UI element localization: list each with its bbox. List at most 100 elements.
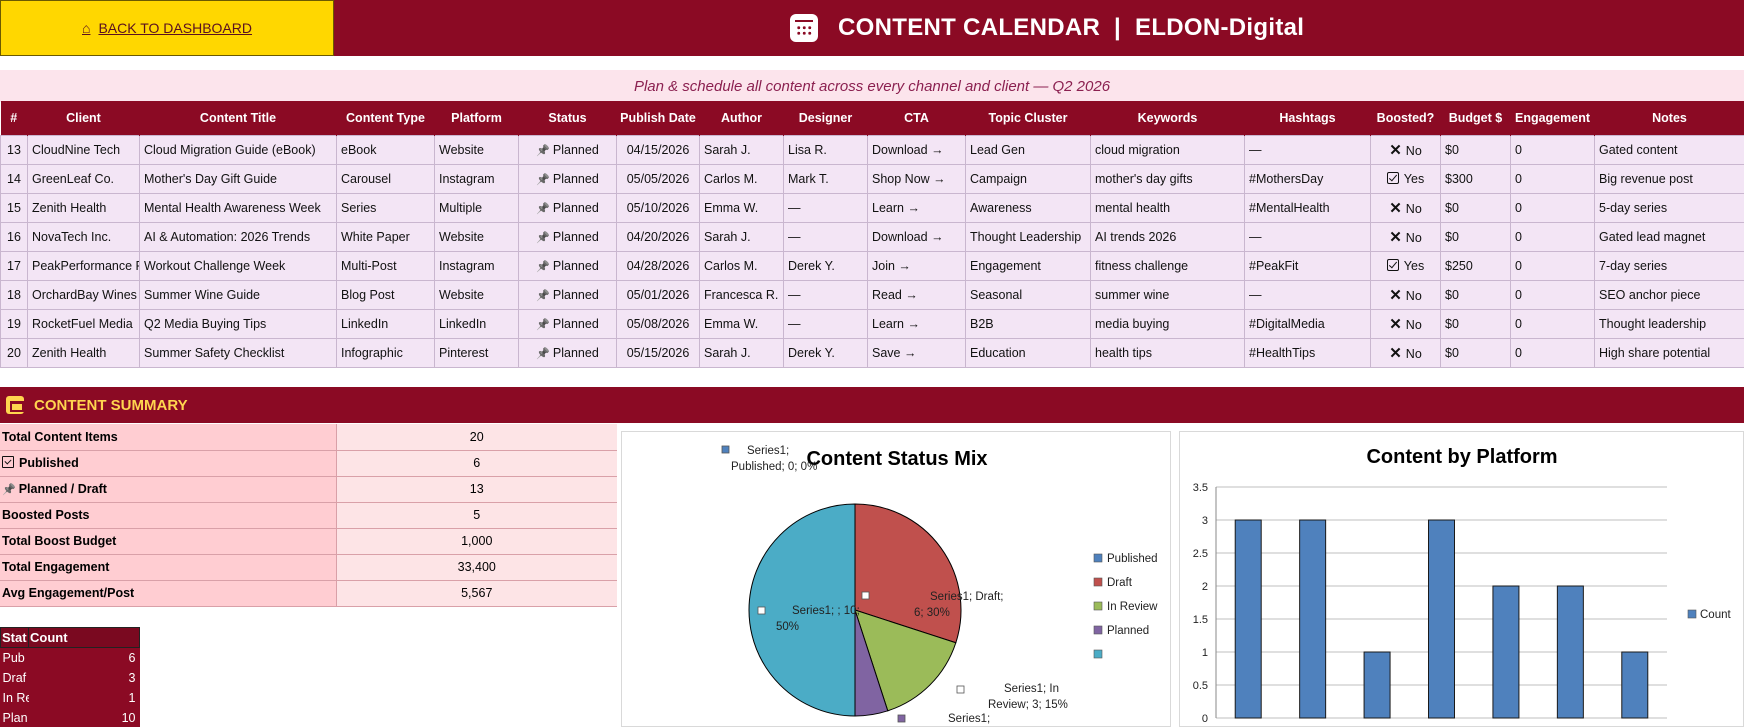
cell-topic[interactable]: B2B <box>965 308 1091 339</box>
cell-title[interactable]: Summer Safety Checklist <box>139 337 337 368</box>
table-row[interactable]: 18 OrchardBay Wines Summer Wine Guide Blog … <box>0 279 1744 310</box>
cell-type[interactable]: eBook <box>336 134 435 165</box>
cell-boosted[interactable]: ✕ No <box>1370 337 1441 368</box>
cell-date[interactable]: 05/05/2026 <box>616 163 700 194</box>
cell-date[interactable]: 05/10/2026 <box>616 192 700 223</box>
cell-engagement[interactable]: 0 <box>1510 337 1595 368</box>
cell-num[interactable]: 20 <box>0 337 28 368</box>
cell-title[interactable]: Workout Challenge Week <box>139 250 337 281</box>
cell-engagement[interactable]: 0 <box>1510 221 1595 252</box>
cell-budget[interactable]: $0 <box>1440 308 1511 339</box>
cell-date[interactable]: 05/15/2026 <box>616 337 700 368</box>
cell-engagement[interactable]: 0 <box>1510 163 1595 194</box>
cell-hashtags[interactable]: #PeakFit <box>1244 250 1371 281</box>
cell-type[interactable]: Carousel <box>336 163 435 194</box>
table-row[interactable]: 13 CloudNine Tech Cloud Migration Guide (e… <box>0 134 1744 165</box>
cell-hashtags[interactable]: #DigitalMedia <box>1244 308 1371 339</box>
cell-engagement[interactable]: 0 <box>1510 192 1595 223</box>
cell-notes[interactable]: SEO anchor piece <box>1594 279 1744 310</box>
cell-status[interactable]: 📌 Planned <box>518 337 617 368</box>
cell-platform[interactable]: Instagram <box>434 250 519 281</box>
cell-author[interactable]: Sarah J. <box>699 221 784 252</box>
cell-budget[interactable]: $0 <box>1440 134 1511 165</box>
cell-cta[interactable]: Read → <box>867 279 966 310</box>
cell-hashtags[interactable]: — <box>1244 279 1371 310</box>
bar[interactable] <box>1556 585 1584 719</box>
cell-cta[interactable]: Join → <box>867 250 966 281</box>
cell-date[interactable]: 04/15/2026 <box>616 134 700 165</box>
cell-designer[interactable]: — <box>783 308 868 339</box>
cell-notes[interactable]: High share potential <box>1594 337 1744 368</box>
cell-author[interactable]: Sarah J. <box>699 134 784 165</box>
cell-notes[interactable]: Thought leadership <box>1594 308 1744 339</box>
cell-platform[interactable]: Website <box>434 134 519 165</box>
cell-designer[interactable]: Lisa R. <box>783 134 868 165</box>
cell-platform[interactable]: Instagram <box>434 163 519 194</box>
cell-budget[interactable]: $250 <box>1440 250 1511 281</box>
cell-client[interactable]: NovaTech Inc. <box>27 221 140 252</box>
cell-boosted[interactable]: Yes <box>1370 250 1441 281</box>
cell-platform[interactable]: Multiple <box>434 192 519 223</box>
table-row[interactable]: 20 Zenith Health Summer Safety Checklist In… <box>0 337 1744 368</box>
cell-keywords[interactable]: AI trends 2026 <box>1090 221 1245 252</box>
cell-hashtags[interactable]: #MothersDay <box>1244 163 1371 194</box>
cell-title[interactable]: Summer Wine Guide <box>139 279 337 310</box>
cell-client[interactable]: GreenLeaf Co. <box>27 163 140 194</box>
cell-designer[interactable]: Derek Y. <box>783 337 868 368</box>
cell-platform[interactable]: Pinterest <box>434 337 519 368</box>
cell-type[interactable]: LinkedIn <box>336 308 435 339</box>
cell-num[interactable]: 17 <box>0 250 28 281</box>
bar[interactable] <box>1234 519 1262 719</box>
table-row[interactable]: 19 RocketFuel Media Q2 Media Buying Tips Li… <box>0 308 1744 339</box>
cell-num[interactable]: 14 <box>0 163 28 194</box>
cell-num[interactable]: 13 <box>0 134 28 165</box>
cell-date[interactable]: 05/01/2026 <box>616 279 700 310</box>
cell-keywords[interactable]: media buying <box>1090 308 1245 339</box>
cell-hashtags[interactable]: — <box>1244 134 1371 165</box>
cell-cta[interactable]: Download → <box>867 134 966 165</box>
cell-budget[interactable]: $0 <box>1440 221 1511 252</box>
cell-date[interactable]: 05/08/2026 <box>616 308 700 339</box>
cell-platform[interactable]: LinkedIn <box>434 308 519 339</box>
cell-client[interactable]: OrchardBay Wines <box>27 279 140 310</box>
cell-designer[interactable]: — <box>783 279 868 310</box>
cell-notes[interactable]: Gated lead magnet <box>1594 221 1744 252</box>
cell-boosted[interactable]: ✕ No <box>1370 308 1441 339</box>
cell-designer[interactable]: — <box>783 221 868 252</box>
cell-hashtags[interactable]: #HealthTips <box>1244 337 1371 368</box>
cell-platform[interactable]: Website <box>434 279 519 310</box>
cell-type[interactable]: Blog Post <box>336 279 435 310</box>
cell-type[interactable]: Series <box>336 192 435 223</box>
bar[interactable] <box>1299 519 1327 719</box>
back-to-dashboard-button[interactable]: ⌂ BACK TO DASHBOARD <box>0 0 334 56</box>
cell-status[interactable]: 📌 Planned <box>518 134 617 165</box>
table-row[interactable]: 14 GreenLeaf Co. Mother's Day Gift Guide Ca… <box>0 163 1744 194</box>
cell-title[interactable]: Q2 Media Buying Tips <box>139 308 337 339</box>
cell-author[interactable]: Carlos M. <box>699 250 784 281</box>
bar[interactable] <box>1428 519 1455 719</box>
cell-boosted[interactable]: ✕ No <box>1370 279 1441 310</box>
cell-type[interactable]: White Paper <box>336 221 435 252</box>
cell-topic[interactable]: Seasonal <box>965 279 1091 310</box>
cell-type[interactable]: Infographic <box>336 337 435 368</box>
bar[interactable] <box>1363 651 1391 719</box>
cell-boosted[interactable]: ✕ No <box>1370 221 1441 252</box>
cell-budget[interactable]: $0 <box>1440 279 1511 310</box>
cell-notes[interactable]: Big revenue post <box>1594 163 1744 194</box>
cell-date[interactable]: 04/20/2026 <box>616 221 700 252</box>
cell-boosted[interactable]: ✕ No <box>1370 192 1441 223</box>
cell-keywords[interactable]: mother's day gifts <box>1090 163 1245 194</box>
cell-boosted[interactable]: ✕ No <box>1370 134 1441 165</box>
cell-designer[interactable]: — <box>783 192 868 223</box>
table-row[interactable]: 16 NovaTech Inc. AI & Automation: 2026 Tre… <box>0 221 1744 252</box>
cell-budget[interactable]: $300 <box>1440 163 1511 194</box>
cell-topic[interactable]: Thought Leadership <box>965 221 1091 252</box>
cell-type[interactable]: Multi-Post <box>336 250 435 281</box>
cell-engagement[interactable]: 0 <box>1510 308 1595 339</box>
cell-topic[interactable]: Campaign <box>965 163 1091 194</box>
cell-client[interactable]: RocketFuel Media <box>27 308 140 339</box>
cell-cta[interactable]: Download → <box>867 221 966 252</box>
cell-engagement[interactable]: 0 <box>1510 134 1595 165</box>
cell-num[interactable]: 18 <box>0 279 28 310</box>
pie-slice[interactable] <box>748 503 856 717</box>
